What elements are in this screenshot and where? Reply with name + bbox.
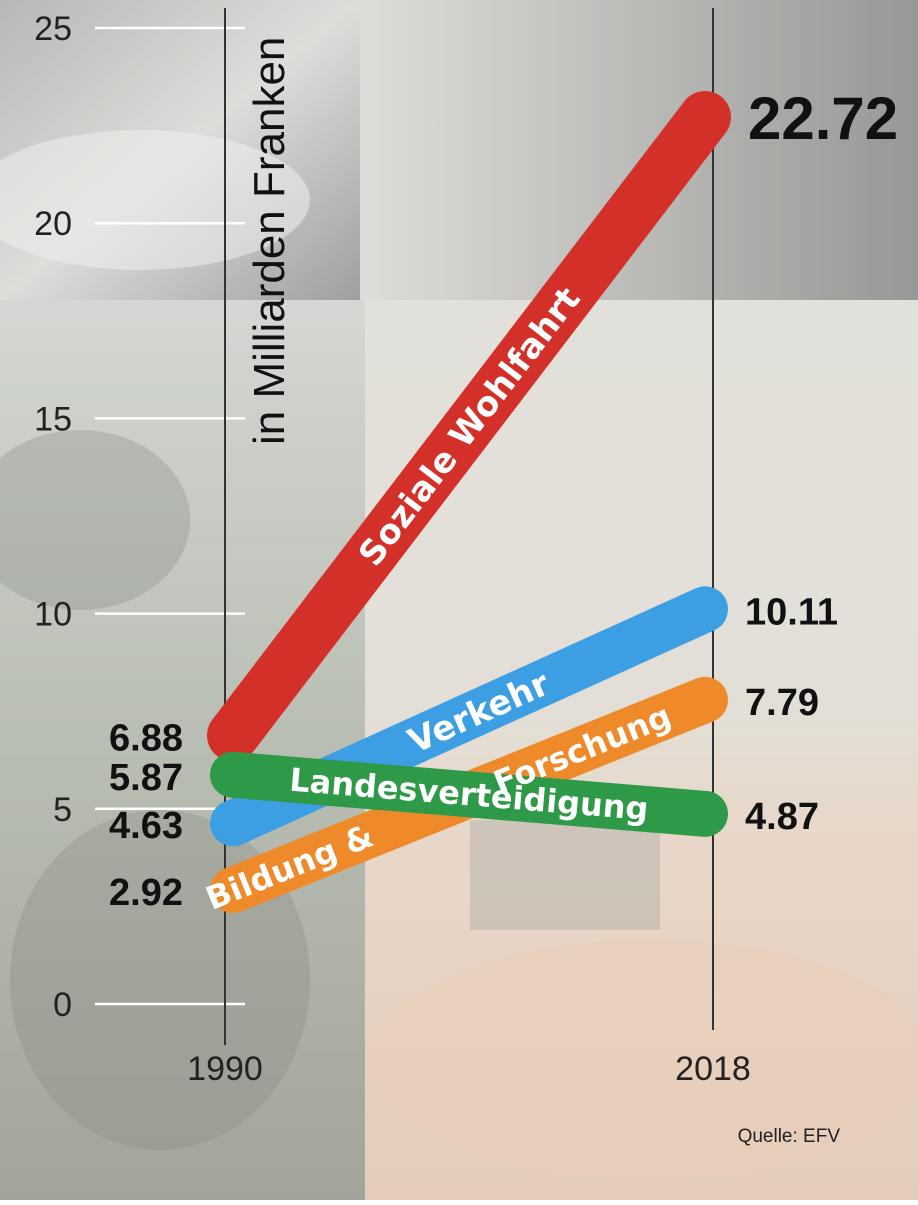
value-label-0-1990: 6.88 xyxy=(109,717,183,759)
y-tick-0: 0 xyxy=(53,986,72,1024)
value-label-1-1990: 4.63 xyxy=(109,805,183,847)
series-band-3 xyxy=(210,751,728,837)
x-tick-labels: 1990 2018 xyxy=(187,1050,751,1088)
series-layer xyxy=(207,91,731,914)
value-label-3-1990: 5.87 xyxy=(109,757,183,799)
grid-layer xyxy=(95,26,245,1006)
y-tick-labels: 0 5 10 15 20 25 xyxy=(34,10,72,1024)
y-tick-15: 15 xyxy=(34,400,72,438)
value-label-1-2018: 10.11 xyxy=(745,591,838,633)
value-label-0-2018: 22.72 xyxy=(748,85,898,152)
y-tick-10: 10 xyxy=(34,596,72,634)
x-tick-2018: 2018 xyxy=(675,1050,751,1088)
y-tick-20: 20 xyxy=(34,205,72,243)
series-label-0: Soziale Wohlfahrt xyxy=(351,280,589,574)
y-tick-5: 5 xyxy=(53,791,72,829)
y-tick-25: 25 xyxy=(34,10,72,48)
x-tick-1990: 1990 xyxy=(187,1050,263,1088)
source-note: Quelle: EFV xyxy=(738,1126,841,1147)
value-label-2-1990: 2.92 xyxy=(109,872,183,914)
series-band-0 xyxy=(207,91,731,762)
value-label-3-2018: 4.87 xyxy=(745,796,819,838)
y-axis-label: in Milliarden Franken xyxy=(245,37,294,445)
value-label-2-2018: 7.79 xyxy=(745,682,819,724)
